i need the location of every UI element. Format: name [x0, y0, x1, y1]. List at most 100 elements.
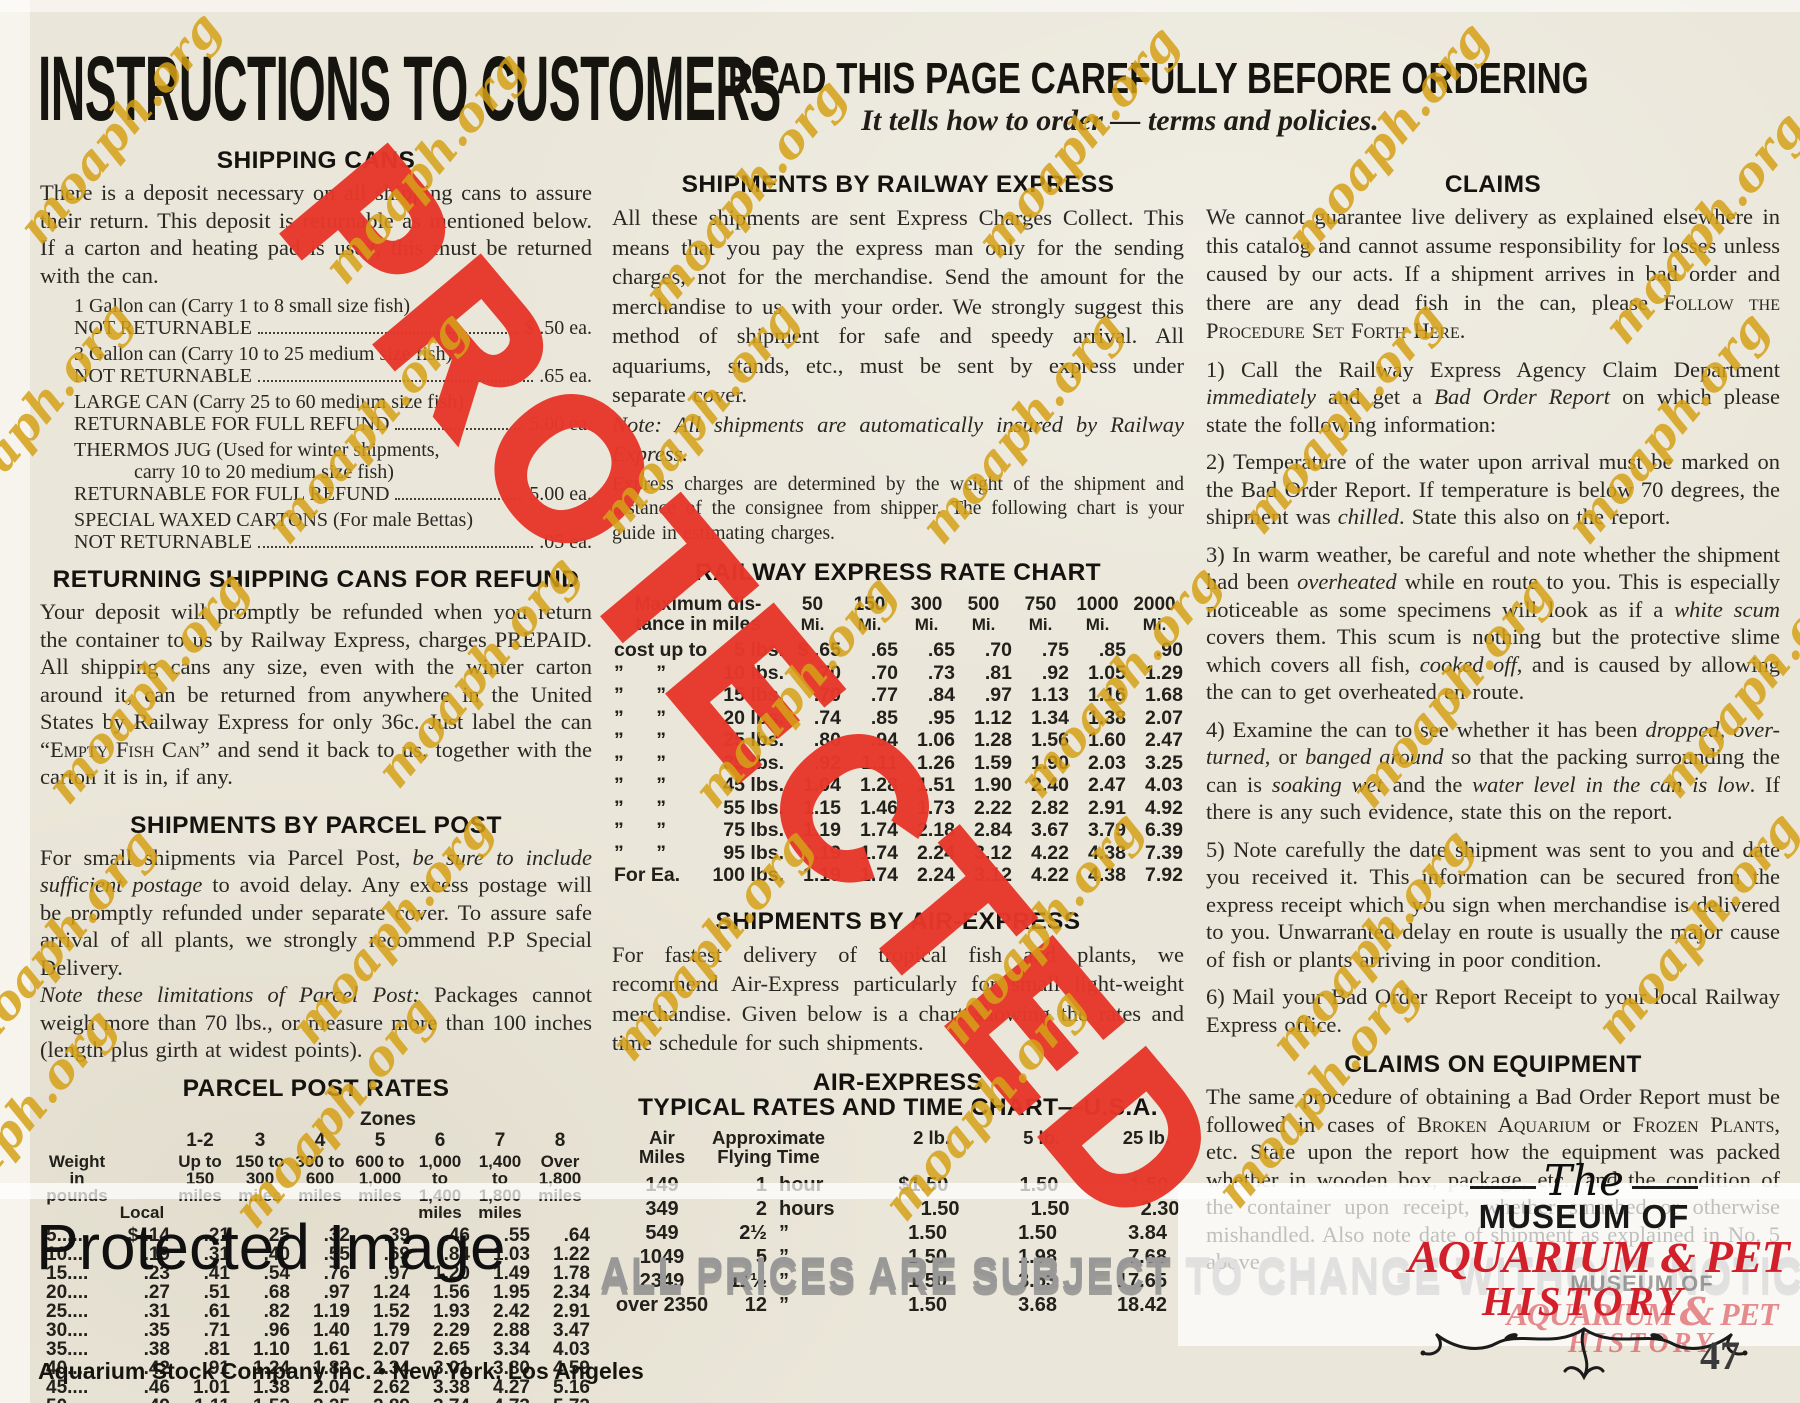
- table-cell: 1.29: [1145, 661, 1183, 684]
- table-cell: 1.73: [917, 796, 955, 819]
- table-cell: .92: [813, 751, 841, 774]
- dot-leader: [257, 546, 534, 548]
- read-banner: READ THIS PAGE CAREFULLY BEFORE ORDERING: [728, 54, 1589, 103]
- column-header: Maximum dis- tance in miles: [634, 594, 762, 635]
- table-cell: 1.60: [1088, 729, 1126, 751]
- table-cell: 25 lbs.: [723, 729, 784, 751]
- table-cell: 4.03: [1145, 774, 1183, 796]
- table-cell: 3.84: [1128, 1221, 1167, 1244]
- claims-step-1: 1) Call the Railway Express Agency Claim…: [1206, 356, 1780, 437]
- shipping-cans-paragraph: There is a deposit necessary on all ship…: [40, 180, 592, 288]
- table-cell: .70: [870, 661, 898, 684]
- table-cell: 1.90: [1031, 751, 1069, 774]
- museum-logo: The MUSEUM OF AQUARIUM & PET HISTORY: [1408, 1156, 1790, 1387]
- table-row: ” ” 95 lbs. 1.19 1.74 2.24 3.12 4.22 4.38 7.39: [612, 842, 1184, 865]
- heading-parcel-rates: PARCEL POST RATES: [182, 1074, 450, 1102]
- table-cell: 2.29: [433, 1319, 470, 1341]
- table-cell: 1.11: [861, 751, 898, 774]
- column-header: Air Miles: [638, 1126, 686, 1167]
- table-cell: 15....: [46, 1262, 89, 1284]
- table-cell: 1.03: [493, 1243, 530, 1265]
- table-cell: .40: [263, 1243, 290, 1265]
- table-cell: 3.25: [1145, 751, 1183, 774]
- zone-number: 6: [434, 1129, 446, 1151]
- returning-cans-paragraph: Your deposit will promptly be refunded w…: [40, 599, 593, 789]
- table-cell: .75: [1041, 639, 1069, 661]
- table-cell: ”: [779, 1293, 789, 1316]
- table-row: 549 2½ ” 1.50 1.50 3.84: [612, 1221, 1184, 1245]
- zone-number: 7: [494, 1129, 506, 1151]
- table-cell: 1.82: [313, 1357, 350, 1379]
- table-cell: 1.74: [860, 819, 898, 841]
- table-cell: 2.04: [313, 1376, 350, 1398]
- table-cell: .90: [1155, 639, 1183, 661]
- table-cell: 4.92: [1145, 796, 1183, 819]
- table-cell: 1.13: [1031, 684, 1069, 706]
- table-cell: .71: [203, 1319, 230, 1341]
- table-cell: 5: [755, 1245, 767, 1268]
- table-cell: 2.24: [917, 864, 955, 886]
- table-cell: 1.74: [860, 841, 898, 864]
- table-cell: 2.91: [553, 1300, 590, 1322]
- table-cell: 1.34: [1031, 706, 1069, 729]
- table-cell: 2.24: [917, 841, 955, 864]
- table-cell: .92: [1041, 661, 1069, 684]
- table-cell: 3.80: [493, 1357, 530, 1379]
- museum-of-text: MUSEUM OF: [1478, 1198, 1690, 1235]
- table-cell: 2.88: [493, 1319, 530, 1341]
- table-cell: 100 lbs.: [712, 864, 784, 886]
- table-cell: For Ea.: [614, 864, 681, 886]
- can-name: 3 Gallon can (Carry 10 to 25 medium size…: [74, 343, 453, 365]
- table-cell: 1.61: [313, 1338, 350, 1360]
- table-cell: 1.20: [433, 1262, 470, 1284]
- table-cell: 10....: [46, 1243, 89, 1265]
- table-cell: 1.19: [803, 841, 841, 864]
- table-row: cost up to 5 lbs. $ .65 .65 .65 .70 .75 .85 .90: [612, 639, 1184, 662]
- can-price: 5.00 ea.: [529, 483, 592, 505]
- table-cell: 1.90: [974, 774, 1012, 796]
- railway-rate-chart-table: Maximum dis- tance in miles 50 Mi. 150 Mi.…: [612, 595, 1184, 887]
- table-cell: 3.12: [974, 841, 1012, 864]
- zones-label: Zones: [360, 1108, 416, 1130]
- column-header: 5 lb.: [1023, 1126, 1061, 1148]
- column-middle: SHIPMENTS BY RAILWAY EXPRESS All these s…: [612, 148, 1184, 1317]
- column-header: 2000 Mi.: [1133, 594, 1176, 635]
- table-cell: 2.18: [917, 819, 955, 841]
- table-cell: 2.25: [290, 1397, 350, 1403]
- table-cell: ” ”: [614, 796, 667, 819]
- table-cell: ” ”: [614, 751, 667, 774]
- table-cell: .85: [1098, 639, 1126, 661]
- table-cell: 3.79: [1088, 819, 1126, 841]
- table-cell: 4.59: [553, 1357, 590, 1379]
- table-row: ” ” 45 lbs. 1.04 1.28 1.51 1.90 2.40 2.47 4.03: [612, 774, 1184, 797]
- history-text: HISTORY: [1481, 1278, 1687, 1324]
- paper-edge-left: [0, 0, 30, 1403]
- table-cell: 50....: [40, 1397, 114, 1403]
- table-row: 50.....491.111.522.252.893.744.735.72: [40, 1397, 592, 1403]
- table-cell: ”: [779, 1245, 789, 1268]
- air-express-paragraph: For fastest delivery of tropical fish an…: [612, 941, 1184, 1056]
- table-cell: .77: [870, 684, 898, 706]
- table-cell: .68: [263, 1281, 290, 1303]
- heading-air-chart-1: AIR-EXPRESS: [812, 1068, 984, 1096]
- table-cell: 2.47: [1145, 729, 1183, 751]
- column-header: Approximate Flying Time: [712, 1126, 826, 1167]
- table-cell: 3.01: [433, 1357, 470, 1379]
- table-row: over 2350 12 ” 1.50 3.68 18.42: [612, 1293, 1184, 1317]
- heading-returning-cans: RETURNING SHIPPING CANS FOR REFUND: [52, 566, 580, 593]
- table-cell: ”: [779, 1221, 789, 1244]
- table-cell: ” ”: [614, 729, 667, 751]
- table-cell: 4.22: [1031, 841, 1069, 864]
- can-name: THERMOS JUG (Used for winter shipments,: [74, 439, 440, 461]
- can-status: RETURNABLE FOR FULL REFUND: [74, 483, 390, 505]
- the-text: The: [1544, 1156, 1624, 1205]
- column-right: CLAIMS We cannot guarantee live delivery…: [1206, 148, 1780, 1276]
- zone-number: 5: [374, 1129, 386, 1151]
- table-row: 15.... .23 .41 .54 .76 .97 1.20 1.49 1.78: [40, 1264, 592, 1283]
- zone-number: 8: [554, 1129, 566, 1151]
- table-cell: 1.19: [803, 864, 841, 886]
- table-cell: 1.38: [253, 1376, 290, 1398]
- table-cell: over 2350: [615, 1293, 709, 1316]
- table-cell: 1.51: [917, 774, 955, 796]
